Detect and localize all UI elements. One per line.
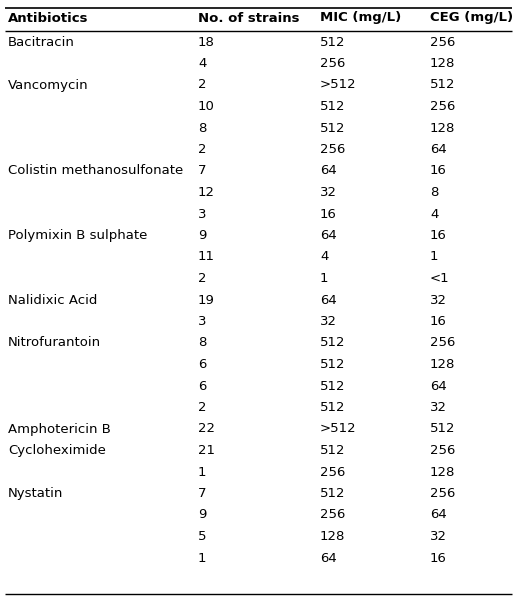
Text: 32: 32 (320, 186, 337, 199)
Text: 21: 21 (198, 444, 215, 457)
Text: 9: 9 (198, 229, 206, 242)
Text: CEG (mg/L): CEG (mg/L) (430, 11, 513, 25)
Text: 22: 22 (198, 423, 215, 435)
Text: 4: 4 (198, 57, 206, 70)
Text: 512: 512 (320, 337, 345, 350)
Text: 256: 256 (320, 509, 345, 521)
Text: 1: 1 (430, 250, 438, 264)
Text: 16: 16 (430, 164, 447, 178)
Text: 64: 64 (430, 379, 447, 393)
Text: 4: 4 (320, 250, 328, 264)
Text: 6: 6 (198, 358, 206, 371)
Text: 16: 16 (430, 229, 447, 242)
Text: 512: 512 (320, 487, 345, 500)
Text: 19: 19 (198, 294, 215, 306)
Text: Amphotericin B: Amphotericin B (8, 423, 111, 435)
Text: 7: 7 (198, 487, 206, 500)
Text: 5: 5 (198, 530, 206, 543)
Text: 32: 32 (430, 530, 447, 543)
Text: 256: 256 (430, 100, 455, 113)
Text: 64: 64 (320, 229, 337, 242)
Text: 8: 8 (198, 337, 206, 350)
Text: Nystatin: Nystatin (8, 487, 64, 500)
Text: Antibiotics: Antibiotics (8, 11, 88, 25)
Text: 12: 12 (198, 186, 215, 199)
Text: 32: 32 (430, 294, 447, 306)
Text: 256: 256 (430, 487, 455, 500)
Text: 3: 3 (198, 315, 206, 328)
Text: 1: 1 (198, 465, 206, 479)
Text: Colistin methanosulfonate: Colistin methanosulfonate (8, 164, 183, 178)
Text: 256: 256 (320, 465, 345, 479)
Text: 64: 64 (430, 143, 447, 156)
Text: 2: 2 (198, 78, 206, 92)
Text: >512: >512 (320, 423, 357, 435)
Text: 64: 64 (320, 294, 337, 306)
Text: 256: 256 (320, 57, 345, 70)
Text: 512: 512 (430, 423, 455, 435)
Text: 2: 2 (198, 143, 206, 156)
Text: 8: 8 (430, 186, 438, 199)
Text: 16: 16 (320, 208, 337, 220)
Text: 256: 256 (430, 36, 455, 49)
Text: 64: 64 (430, 509, 447, 521)
Text: 3: 3 (198, 208, 206, 220)
Text: 18: 18 (198, 36, 215, 49)
Text: 512: 512 (320, 358, 345, 371)
Text: Polymixin B sulphate: Polymixin B sulphate (8, 229, 147, 242)
Text: No. of strains: No. of strains (198, 11, 299, 25)
Text: Bacitracin: Bacitracin (8, 36, 75, 49)
Text: 512: 512 (320, 444, 345, 457)
Text: 11: 11 (198, 250, 215, 264)
Text: 32: 32 (430, 401, 447, 414)
Text: 2: 2 (198, 272, 206, 285)
Text: Nitrofurantoin: Nitrofurantoin (8, 337, 101, 350)
Text: 128: 128 (430, 465, 455, 479)
Text: 512: 512 (320, 379, 345, 393)
Text: MIC (mg/L): MIC (mg/L) (320, 11, 401, 25)
Text: 16: 16 (430, 551, 447, 565)
Text: 128: 128 (430, 358, 455, 371)
Text: 128: 128 (320, 530, 345, 543)
Text: 64: 64 (320, 551, 337, 565)
Text: 512: 512 (320, 401, 345, 414)
Text: Vancomycin: Vancomycin (8, 78, 88, 92)
Text: 128: 128 (430, 122, 455, 134)
Text: 256: 256 (430, 444, 455, 457)
Text: 32: 32 (320, 315, 337, 328)
Text: 512: 512 (320, 36, 345, 49)
Text: 9: 9 (198, 509, 206, 521)
Text: 256: 256 (320, 143, 345, 156)
Text: Cycloheximide: Cycloheximide (8, 444, 106, 457)
Text: >512: >512 (320, 78, 357, 92)
Text: 512: 512 (430, 78, 455, 92)
Text: 1: 1 (320, 272, 328, 285)
Text: 8: 8 (198, 122, 206, 134)
Text: 2: 2 (198, 401, 206, 414)
Text: 10: 10 (198, 100, 215, 113)
Text: 512: 512 (320, 100, 345, 113)
Text: 64: 64 (320, 164, 337, 178)
Text: 512: 512 (320, 122, 345, 134)
Text: 7: 7 (198, 164, 206, 178)
Text: 6: 6 (198, 379, 206, 393)
Text: 1: 1 (198, 551, 206, 565)
Text: <1: <1 (430, 272, 450, 285)
Text: Nalidixic Acid: Nalidixic Acid (8, 294, 97, 306)
Text: 256: 256 (430, 337, 455, 350)
Text: 4: 4 (430, 208, 438, 220)
Text: 16: 16 (430, 315, 447, 328)
Text: 128: 128 (430, 57, 455, 70)
